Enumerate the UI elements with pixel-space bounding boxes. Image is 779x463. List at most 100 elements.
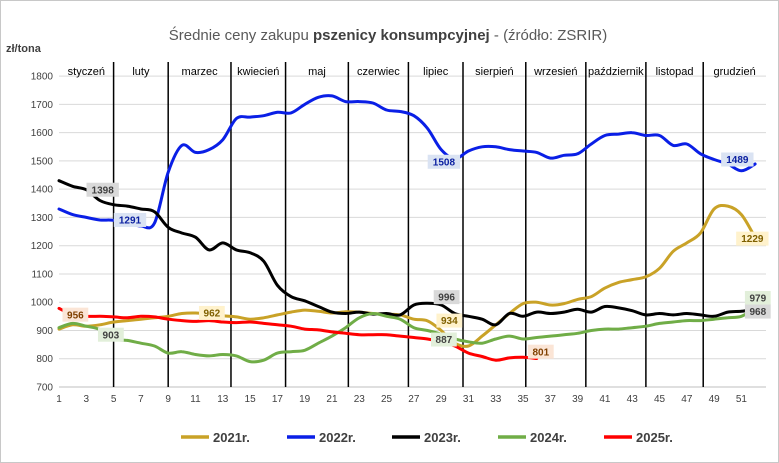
y-axis-label: zł/tona [6,43,42,55]
chart-title-prefix: Średnie ceny zakupu [169,26,313,44]
data-label-box-1229 [736,231,769,246]
data-label-text-887: 887 [436,335,453,346]
data-label-979: 979 [744,290,771,305]
legend-label-3: 2024r. [530,430,567,445]
data-label-box-934 [436,313,463,328]
data-label-1291: 1291 [113,212,147,227]
data-label-text-1508: 1508 [433,157,456,168]
x-tick-3: 3 [84,394,90,405]
month-label-2: marzec [182,66,219,78]
y-tick-1000: 1000 [31,298,54,309]
data-label-1489: 1489 [721,152,754,167]
legend-item-2023r: 2023r. [392,430,461,445]
data-label-box-1291 [113,212,147,227]
legend-item-2025r: 2025r. [604,430,673,445]
y-tick-1400: 1400 [31,185,54,196]
x-tick-37: 37 [545,394,557,405]
data-label-box-968 [744,304,771,319]
x-tick-13: 13 [217,394,229,405]
y-tick-900: 900 [36,326,53,337]
data-label-text-801: 801 [532,347,549,358]
data-label-box-903 [97,327,124,342]
data-label-text-1229: 1229 [741,234,764,245]
data-label-box-1398 [86,182,119,197]
x-tick-39: 39 [572,394,584,405]
x-tick-17: 17 [272,394,284,405]
data-label-text-934: 934 [441,316,458,327]
legend-label-4: 2025r. [636,430,673,445]
data-label-1508: 1508 [427,154,461,169]
month-label-4: maj [308,66,326,78]
x-tick-43: 43 [627,394,639,405]
data-label-text-968: 968 [749,307,766,318]
series-line-2024r [57,306,757,364]
x-tick-19: 19 [299,394,311,405]
x-tick-25: 25 [381,394,393,405]
data-label-box-887 [430,332,457,347]
legend-item-2022r: 2022r. [287,430,356,445]
month-label-1: luty [132,66,150,78]
data-label-text-962: 962 [204,309,221,320]
x-tick-27: 27 [408,394,420,405]
y-tick-1700: 1700 [31,100,54,111]
data-label-956: 956 [62,307,89,322]
data-label-903: 903 [97,327,124,342]
data-label-box-1489 [721,152,754,167]
data-label-box-996 [433,290,460,305]
x-tick-5: 5 [111,394,117,405]
data-label-text-1398: 1398 [92,185,115,196]
month-label-5: czerwiec [357,66,400,78]
chart-title-suffix: - (źródło: ZSRIR) [490,27,608,44]
series-line-2023r [57,179,757,327]
data-label-box-979 [744,290,771,305]
data-label-996: 996 [433,290,460,305]
legend-label-1: 2022r. [319,430,356,445]
chart-title-bold: pszenicy konsumpcyjnej [313,27,490,44]
data-label-962: 962 [198,305,225,320]
x-ticks: 1 3 5 7 9 11 13 15 17 19 21 23 25 27 29 31 33 35 37 39 41 43 4… [56,394,747,405]
month-label-0: styczeń [68,66,105,78]
x-tick-15: 15 [245,394,257,405]
x-tick-9: 9 [165,394,171,405]
month-label-9: październik [588,66,644,78]
data-label-934: 934 [436,313,463,328]
y-tick-1800: 1800 [31,72,54,83]
data-label-text-903: 903 [103,330,120,341]
legend: 2021r. 2022r. 2023r. 2024r. 2025r. [181,430,673,445]
data-label-text-979: 979 [749,294,766,305]
data-label-box-801 [527,344,554,359]
x-tick-31: 31 [463,394,475,405]
x-tick-35: 35 [517,394,529,405]
data-labels: 1398 1291 956 903 962 1508 996 934 887 801 1489 122… [62,152,771,359]
month-label-8: wrzesień [533,66,577,78]
data-label-text-1489: 1489 [726,155,749,166]
y-ticks: 700 800 900 1000 1100 1200 1300 1400 1500 1600 170… [31,72,54,394]
data-label-box-1508 [427,154,461,169]
y-tick-700: 700 [36,383,53,394]
series-lines [57,94,757,364]
data-label-box-956 [62,307,89,322]
month-label-3: kwiecień [237,66,279,78]
x-tick-49: 49 [709,394,721,405]
x-tick-51: 51 [736,394,748,405]
x-tick-23: 23 [354,394,366,405]
x-tick-33: 33 [490,394,502,405]
data-label-1229: 1229 [736,231,769,246]
month-label-7: sierpień [475,66,514,78]
legend-item-2021r: 2021r. [181,430,250,445]
legend-label-2: 2023r. [424,430,461,445]
gridlines [59,75,766,388]
x-tick-1: 1 [56,394,62,405]
data-label-box-962 [198,305,225,320]
y-tick-1300: 1300 [31,213,54,224]
x-tick-7: 7 [138,394,144,405]
x-tick-21: 21 [326,394,338,405]
series-line-2022r [57,94,757,230]
series-line-2021r [57,203,757,348]
month-label-10: listopad [656,66,694,78]
data-label-887: 887 [430,332,457,347]
y-tick-800: 800 [36,354,53,365]
y-tick-1500: 1500 [31,156,54,167]
